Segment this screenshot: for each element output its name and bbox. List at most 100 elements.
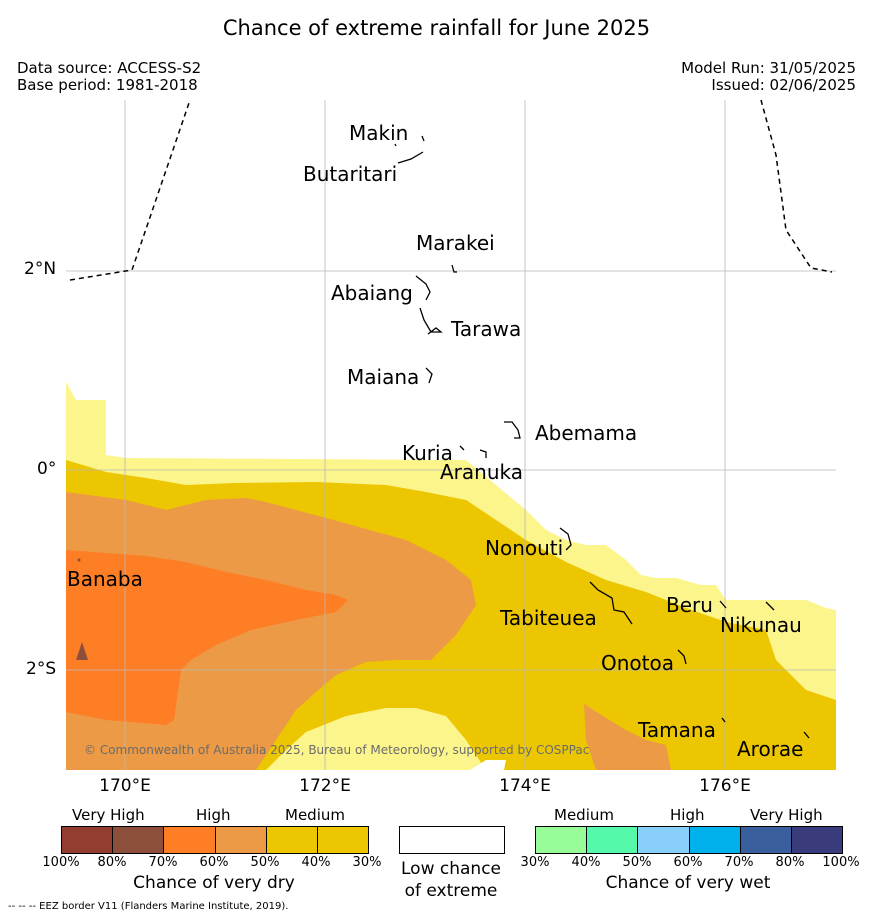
wet-tick-6: 100% <box>822 855 860 870</box>
label-nikunau: Nikunau <box>720 613 802 637</box>
island-beru <box>719 600 727 609</box>
island-abemama <box>504 421 521 439</box>
dry-tick-4: 50% <box>250 855 280 870</box>
label-tarawa: Tarawa <box>450 317 521 341</box>
issued-date: Issued: 02/06/2025 <box>711 76 856 94</box>
island-labels: Makin Butaritari Marakei Abaiang Tarawa … <box>67 121 803 761</box>
dry-swatch-3 <box>214 827 266 853</box>
wet-tick-0: 30% <box>520 855 550 870</box>
label-abemama: Abemama <box>535 421 637 445</box>
dry-tick-3: 60% <box>199 855 229 870</box>
dry-swatch-4 <box>265 827 317 853</box>
label-tabiteuea: Tabiteuea <box>499 606 597 630</box>
neutral-caption: Low chance of extreme <box>380 858 522 902</box>
dry-group-very-high: Very High <box>72 806 145 824</box>
island-outlines <box>394 135 810 739</box>
map-title: Chance of extreme rainfall for June 2025 <box>222 16 651 40</box>
header-right: Model Run: 31/05/2025 Issued: 02/06/2025 <box>681 60 856 94</box>
island-makin <box>421 135 425 142</box>
dry-colorbar <box>61 826 369 854</box>
lon-tick-172: 172°E <box>299 776 351 796</box>
data-source: Data source: ACCESS-S2 <box>17 59 202 77</box>
dry-tick-1: 80% <box>97 855 127 870</box>
eez-footnote: -- -- -- EEZ border V11 (Flanders Marine… <box>8 901 289 912</box>
wet-tick-5: 80% <box>775 855 805 870</box>
dry-tick-0: 100% <box>42 855 80 870</box>
contour-dry-high-50-south <box>584 704 671 770</box>
lon-tick-176: 176°E <box>699 776 751 796</box>
neutral-caption-line1: Low chance <box>401 859 501 879</box>
header-left: Data source: ACCESS-S2 Base period: 1981… <box>17 60 201 94</box>
island-maiana <box>425 367 433 384</box>
wet-group-medium: Medium <box>554 806 614 824</box>
label-arorae: Arorae <box>737 737 803 761</box>
eez-border-west <box>69 100 191 281</box>
dry-swatch-1 <box>112 827 164 853</box>
wet-group-high: High <box>670 806 705 824</box>
dry-tick-5: 40% <box>301 855 331 870</box>
island-tamana <box>721 717 726 723</box>
label-butaritari: Butaritari <box>303 162 397 186</box>
base-period: Base period: 1981-2018 <box>17 76 198 94</box>
dry-group-medium: Medium <box>285 806 345 824</box>
dry-group-high: High <box>196 806 231 824</box>
label-abaiang: Abaiang <box>331 281 413 305</box>
wet-swatch-0 <box>536 827 587 853</box>
contour-wet-white-gap <box>470 760 506 770</box>
lat-tick-0: 0° <box>37 459 57 479</box>
island-tabiteuea <box>589 581 633 625</box>
lon-tick-170: 170°E <box>99 776 151 796</box>
copyright-notice: © Commonwealth of Australia 2025, Bureau… <box>84 743 589 757</box>
eez-border <box>69 100 833 281</box>
label-maiana: Maiana <box>347 365 419 389</box>
graticule <box>66 100 836 770</box>
label-aranuka: Aranuka <box>440 460 523 484</box>
dry-swatch-5 <box>316 827 369 853</box>
island-butaritari <box>394 143 424 164</box>
wet-tick-2: 50% <box>622 855 652 870</box>
island-banaba <box>77 558 81 562</box>
wet-caption: Chance of very wet <box>605 873 771 893</box>
lat-tick-2n: 2°N <box>24 259 57 279</box>
wet-swatch-2 <box>637 827 689 853</box>
island-onotoa <box>677 649 687 665</box>
dry-tick-6: 30% <box>352 855 382 870</box>
wet-swatch-3 <box>688 827 740 853</box>
label-banaba: Banaba <box>67 567 143 591</box>
wet-swatch-5 <box>790 827 843 853</box>
wet-colorbar <box>535 826 843 854</box>
wet-colorbar-ticks: 30% 40% 50% 60% 70% 80% 100% <box>521 855 860 871</box>
wet-tick-3: 60% <box>673 855 703 870</box>
island-arorae <box>803 731 810 739</box>
wet-swatch-4 <box>739 827 791 853</box>
label-makin: Makin <box>349 121 408 145</box>
dry-very-high-spot <box>76 642 88 660</box>
label-tamana: Tamana <box>637 718 716 742</box>
label-nonouti: Nonouti <box>485 536 563 560</box>
island-nonouti <box>559 527 572 551</box>
label-kuria: Kuria <box>402 441 453 465</box>
wet-tick-1: 40% <box>571 855 601 870</box>
wet-tick-4: 70% <box>724 855 754 870</box>
island-kuria-aranuka <box>459 445 487 458</box>
neutral-caption-line2: of extreme <box>404 881 498 901</box>
island-nikunau <box>765 601 775 611</box>
wet-swatch-1 <box>586 827 638 853</box>
island-marakei <box>451 264 457 273</box>
island-tarawa <box>419 307 443 335</box>
contour-dry-high-60 <box>66 550 348 725</box>
label-marakei: Marakei <box>416 231 495 255</box>
dry-tick-2: 70% <box>148 855 178 870</box>
model-run: Model Run: 31/05/2025 <box>681 59 856 77</box>
lat-tick-2s: 2°S <box>26 659 57 679</box>
label-onotoa: Onotoa <box>601 651 674 675</box>
dry-swatch-2 <box>163 827 215 853</box>
neutral-swatch <box>399 826 505 854</box>
map-panel: Makin Butaritari Marakei Abaiang Tarawa … <box>66 100 836 770</box>
eez-border-east <box>760 100 833 273</box>
wet-group-very-high: Very High <box>750 806 823 824</box>
island-abaiang <box>415 275 431 301</box>
dry-colorbar-ticks: 100% 80% 70% 60% 50% 40% 30% <box>42 855 381 871</box>
dry-swatch-0 <box>62 827 113 853</box>
dry-caption: Chance of very dry <box>133 873 295 893</box>
